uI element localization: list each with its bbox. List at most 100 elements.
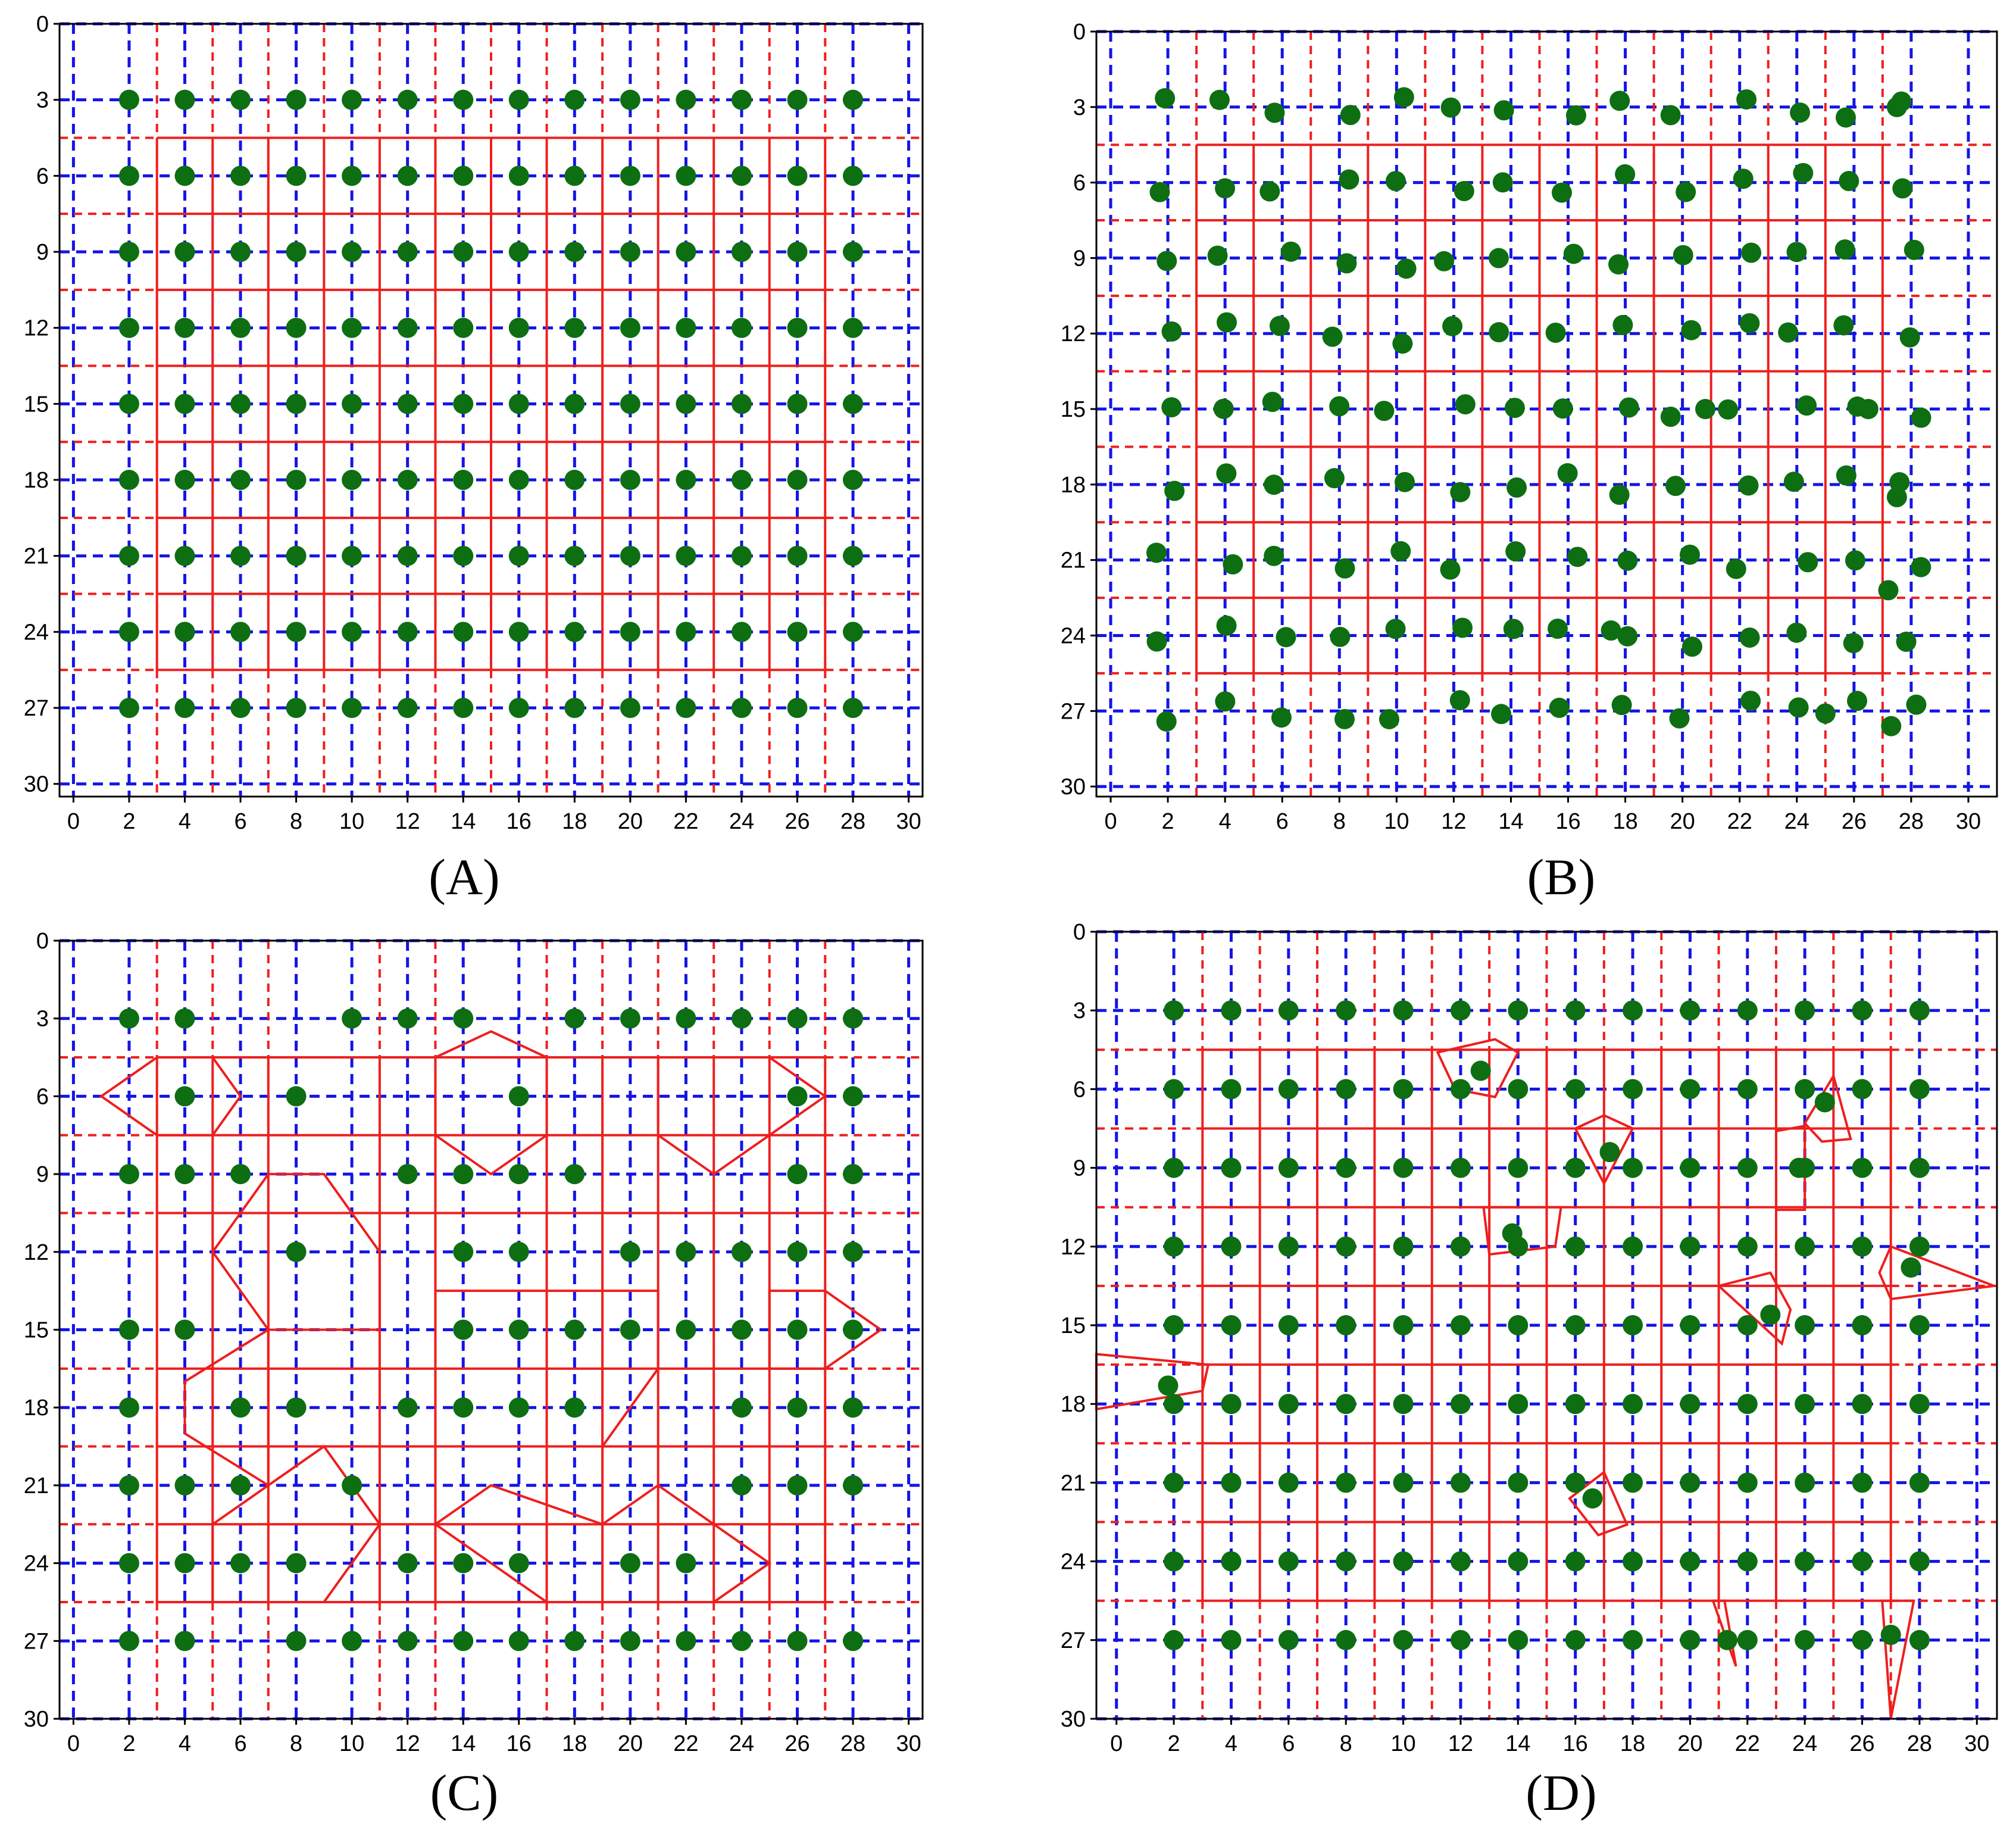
sensor-point	[676, 622, 696, 642]
sensor-point	[1565, 1157, 1586, 1178]
plot-frame	[1095, 30, 1998, 798]
voronoi-cell	[434, 1030, 548, 1176]
x-tick-label: 26	[784, 809, 809, 834]
sensor-point	[1717, 1629, 1738, 1650]
sensor-point	[1909, 1629, 1930, 1650]
plot-frame	[58, 23, 924, 798]
sensor-point	[174, 1086, 195, 1107]
sensor-point	[286, 1241, 307, 1262]
sensor-point	[286, 545, 307, 566]
sensor-point	[1679, 544, 1700, 565]
x-tick-label: 26	[1842, 809, 1867, 834]
y-tick-label: 27	[24, 1629, 49, 1654]
sensor-point	[843, 1397, 864, 1418]
y-tick-label: 0	[1073, 920, 1086, 945]
sensor-point	[508, 1397, 529, 1418]
sensor-point	[1324, 468, 1345, 489]
y-tick-label: 6	[36, 164, 49, 189]
sensor-point	[1164, 1315, 1184, 1335]
sensor-point	[1880, 1624, 1901, 1645]
sensor-point	[1278, 1236, 1299, 1257]
x-tick-label: 10	[1390, 1731, 1415, 1756]
sensor-point	[1623, 1000, 1643, 1021]
sensor-point	[1221, 1157, 1242, 1178]
sensor-point	[731, 622, 752, 642]
voronoi-cell	[211, 1173, 381, 1331]
sensor-point	[286, 89, 307, 110]
sensor-point	[676, 698, 696, 719]
sensor-point	[1280, 241, 1301, 262]
sensor-point	[1504, 398, 1525, 419]
sensor-point	[1740, 691, 1761, 711]
sensor-point	[731, 166, 752, 186]
sensor-point	[1567, 547, 1588, 567]
sensor-point	[1470, 1060, 1491, 1081]
sensor-point	[1612, 314, 1633, 335]
sensor-point	[1795, 1079, 1815, 1100]
sensor-point	[1565, 105, 1586, 126]
sensor-point	[286, 622, 307, 642]
sensor-point	[397, 1553, 418, 1574]
sensor-point	[1852, 1472, 1873, 1493]
sensor-point	[230, 394, 251, 414]
sensor-point	[620, 242, 640, 263]
sensor-point	[118, 622, 139, 642]
sensor-point	[1158, 1375, 1179, 1396]
sensor-point	[508, 394, 529, 414]
sensor-point	[787, 470, 808, 491]
sensor-point	[787, 545, 808, 566]
sensor-point	[676, 1319, 696, 1340]
y-tick-label: 24	[24, 1551, 49, 1576]
sensor-point	[1450, 1629, 1471, 1650]
sensor-point	[508, 89, 529, 110]
sensor-point	[1760, 1304, 1781, 1325]
sensor-point	[1852, 1079, 1873, 1100]
voronoi-cell	[768, 1290, 883, 1370]
sensor-point	[1795, 1551, 1815, 1572]
y-tick-label: 15	[24, 1318, 49, 1343]
sensor-point	[453, 1553, 474, 1574]
sensor-point	[1547, 619, 1568, 639]
sensor-point	[620, 622, 640, 642]
sensor-point	[1906, 694, 1927, 715]
sensor-point	[1278, 1551, 1299, 1572]
y-tick-label: 30	[1061, 1707, 1086, 1732]
sensor-point	[286, 1397, 307, 1418]
sensor-point	[1814, 1092, 1835, 1113]
sensor-point	[118, 698, 139, 719]
sensor-point	[676, 166, 696, 186]
sensor-point	[564, 545, 585, 566]
x-tick-label: 18	[1620, 1731, 1645, 1756]
sensor-point	[1339, 169, 1359, 190]
sensor-point	[1680, 1315, 1701, 1335]
sensor-point	[118, 1631, 139, 1652]
sensor-point	[1680, 1000, 1701, 1021]
x-tick-label: 8	[290, 809, 302, 834]
sensor-point	[1909, 1472, 1930, 1493]
y-tick-label: 24	[1061, 623, 1086, 648]
sensor-point	[731, 242, 752, 263]
sensor-point	[1726, 558, 1746, 579]
sensor-point	[1488, 248, 1509, 269]
sensor-point	[174, 394, 195, 414]
sensor-point	[397, 545, 418, 566]
sensor-point	[397, 1008, 418, 1029]
x-tick-label: 8	[1333, 809, 1346, 834]
y-tick-label: 9	[1073, 246, 1086, 271]
sensor-point	[1565, 1000, 1586, 1021]
sensor-point	[174, 242, 195, 263]
x-tick-label: 20	[618, 809, 643, 834]
sensor-point	[1601, 620, 1621, 641]
sensor-point	[1737, 1079, 1758, 1100]
sensor-point	[1845, 550, 1865, 571]
sensor-point	[1440, 559, 1461, 580]
sensor-point	[118, 242, 139, 263]
sensor-point	[1278, 1472, 1299, 1493]
sensor-point	[453, 1397, 474, 1418]
y-tick-label: 15	[1061, 397, 1086, 422]
sensor-point	[1336, 1394, 1356, 1415]
sensor-point	[1739, 627, 1760, 648]
x-tick-label: 8	[1340, 1731, 1352, 1756]
sensor-point	[1393, 1000, 1414, 1021]
sensor-point	[1502, 1223, 1523, 1244]
